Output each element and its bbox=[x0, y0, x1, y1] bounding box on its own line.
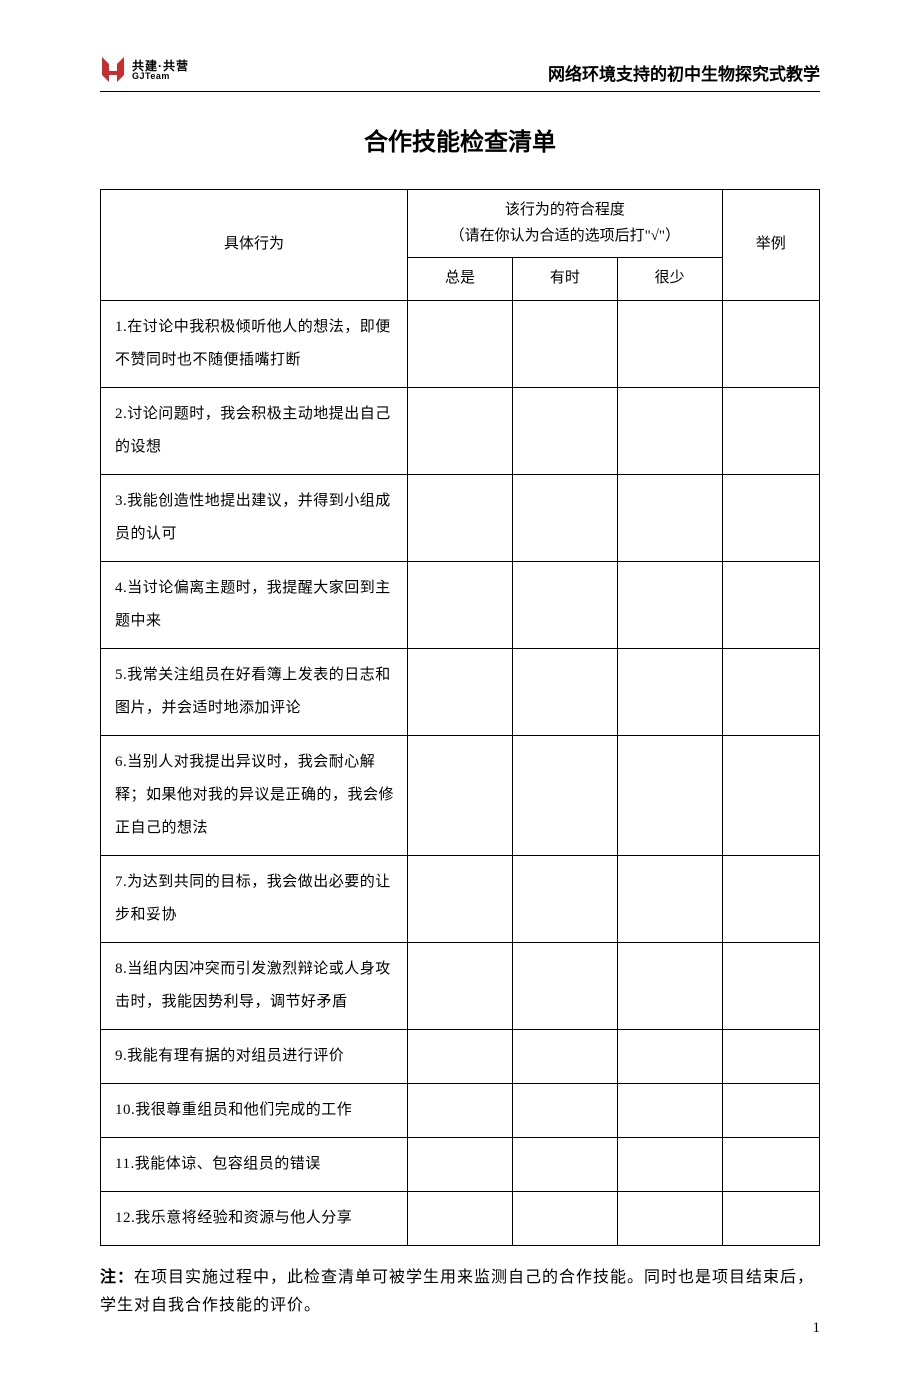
th-degree: 该行为的符合程度 （请在你认为合适的选项后打"√"） bbox=[408, 190, 723, 258]
cell-example[interactable] bbox=[722, 735, 819, 855]
table-row: 3.我能创造性地提出建议，并得到小组成员的认可 bbox=[101, 474, 820, 561]
cell-always[interactable] bbox=[408, 474, 513, 561]
cell-sometimes[interactable] bbox=[512, 387, 617, 474]
note-text: 在项目实施过程中，此检查清单可被学生用来监测自己的合作技能。同时也是项目结束后，… bbox=[100, 1269, 814, 1315]
cell-example[interactable] bbox=[722, 1083, 819, 1137]
cell-rarely[interactable] bbox=[617, 300, 722, 387]
table-row: 9.我能有理有据的对组员进行评价 bbox=[101, 1029, 820, 1083]
cell-behavior: 9.我能有理有据的对组员进行评价 bbox=[101, 1029, 408, 1083]
cell-rarely[interactable] bbox=[617, 561, 722, 648]
table-row: 1.在讨论中我积极倾听他人的想法，即便不赞同时也不随便插嘴打断 bbox=[101, 300, 820, 387]
cell-always[interactable] bbox=[408, 855, 513, 942]
table-row: 8.当组内因冲突而引发激烈辩论或人身攻击时，我能因势利导，调节好矛盾 bbox=[101, 942, 820, 1029]
cell-behavior: 3.我能创造性地提出建议，并得到小组成员的认可 bbox=[101, 474, 408, 561]
cell-behavior: 8.当组内因冲突而引发激烈辩论或人身攻击时，我能因势利导，调节好矛盾 bbox=[101, 942, 408, 1029]
note: 注：在项目实施过程中，此检查清单可被学生用来监测自己的合作技能。同时也是项目结束… bbox=[100, 1264, 820, 1322]
table-row: 10.我很尊重组员和他们完成的工作 bbox=[101, 1083, 820, 1137]
cell-rarely[interactable] bbox=[617, 942, 722, 1029]
cell-rarely[interactable] bbox=[617, 1029, 722, 1083]
cell-always[interactable] bbox=[408, 648, 513, 735]
page-number: 1 bbox=[813, 1320, 821, 1337]
logo-text: 共建·共营 GJTeam bbox=[132, 60, 189, 81]
cell-always[interactable] bbox=[408, 387, 513, 474]
table-row: 4.当讨论偏离主题时，我提醒大家回到主题中来 bbox=[101, 561, 820, 648]
cell-rarely[interactable] bbox=[617, 474, 722, 561]
cell-rarely[interactable] bbox=[617, 1137, 722, 1191]
cell-example[interactable] bbox=[722, 300, 819, 387]
cell-sometimes[interactable] bbox=[512, 855, 617, 942]
logo-text-bottom: GJTeam bbox=[132, 72, 189, 81]
table-body: 1.在讨论中我积极倾听他人的想法，即便不赞同时也不随便插嘴打断2.讨论问题时，我… bbox=[101, 300, 820, 1245]
cell-behavior: 1.在讨论中我积极倾听他人的想法，即便不赞同时也不随便插嘴打断 bbox=[101, 300, 408, 387]
cell-example[interactable] bbox=[722, 855, 819, 942]
cell-example[interactable] bbox=[722, 1029, 819, 1083]
cell-rarely[interactable] bbox=[617, 855, 722, 942]
cell-sometimes[interactable] bbox=[512, 942, 617, 1029]
cell-rarely[interactable] bbox=[617, 387, 722, 474]
cell-sometimes[interactable] bbox=[512, 648, 617, 735]
cell-example[interactable] bbox=[722, 942, 819, 1029]
cell-always[interactable] bbox=[408, 1029, 513, 1083]
cell-behavior: 5.我常关注组员在好看簿上发表的日志和图片，并会适时地添加评论 bbox=[101, 648, 408, 735]
cell-behavior: 11.我能体谅、包容组员的错误 bbox=[101, 1137, 408, 1191]
cell-sometimes[interactable] bbox=[512, 474, 617, 561]
note-label: 注： bbox=[100, 1269, 134, 1286]
logo-text-top: 共建·共营 bbox=[132, 60, 189, 72]
cell-sometimes[interactable] bbox=[512, 1137, 617, 1191]
cell-sometimes[interactable] bbox=[512, 1191, 617, 1245]
cell-behavior: 2.讨论问题时，我会积极主动地提出自己的设想 bbox=[101, 387, 408, 474]
th-example: 举例 bbox=[722, 190, 819, 301]
th-sometimes: 有时 bbox=[512, 258, 617, 301]
cell-always[interactable] bbox=[408, 300, 513, 387]
cell-sometimes[interactable] bbox=[512, 1083, 617, 1137]
cell-behavior: 7.为达到共同的目标，我会做出必要的让步和妥协 bbox=[101, 855, 408, 942]
document-title: 合作技能检查清单 bbox=[100, 122, 820, 157]
table-row: 11.我能体谅、包容组员的错误 bbox=[101, 1137, 820, 1191]
table-row: 6.当别人对我提出异议时，我会耐心解释；如果他对我的异议是正确的，我会修正自己的… bbox=[101, 735, 820, 855]
table-row: 7.为达到共同的目标，我会做出必要的让步和妥协 bbox=[101, 855, 820, 942]
checklist-table: 具体行为 该行为的符合程度 （请在你认为合适的选项后打"√"） 举例 总是 有时… bbox=[100, 189, 820, 1246]
th-behavior: 具体行为 bbox=[101, 190, 408, 301]
cell-always[interactable] bbox=[408, 1083, 513, 1137]
cell-behavior: 4.当讨论偏离主题时，我提醒大家回到主题中来 bbox=[101, 561, 408, 648]
th-always: 总是 bbox=[408, 258, 513, 301]
page: 共建·共营 GJTeam 网络环境支持的初中生物探究式教学 合作技能检查清单 具… bbox=[0, 0, 920, 1377]
th-degree-title: 该行为的符合程度 bbox=[505, 202, 625, 218]
table-row: 2.讨论问题时，我会积极主动地提出自己的设想 bbox=[101, 387, 820, 474]
cell-rarely[interactable] bbox=[617, 648, 722, 735]
header-right-title: 网络环境支持的初中生物探究式教学 bbox=[548, 60, 820, 85]
cell-behavior: 12.我乐意将经验和资源与他人分享 bbox=[101, 1191, 408, 1245]
cell-sometimes[interactable] bbox=[512, 1029, 617, 1083]
table-head: 具体行为 该行为的符合程度 （请在你认为合适的选项后打"√"） 举例 总是 有时… bbox=[101, 190, 820, 301]
table-header-row-1: 具体行为 该行为的符合程度 （请在你认为合适的选项后打"√"） 举例 bbox=[101, 190, 820, 258]
cell-always[interactable] bbox=[408, 735, 513, 855]
cell-sometimes[interactable] bbox=[512, 300, 617, 387]
cell-behavior: 10.我很尊重组员和他们完成的工作 bbox=[101, 1083, 408, 1137]
cell-sometimes[interactable] bbox=[512, 735, 617, 855]
cell-example[interactable] bbox=[722, 1137, 819, 1191]
cell-example[interactable] bbox=[722, 561, 819, 648]
th-degree-hint: （请在你认为合适的选项后打"√"） bbox=[450, 228, 680, 244]
cell-example[interactable] bbox=[722, 1191, 819, 1245]
cell-always[interactable] bbox=[408, 561, 513, 648]
cell-behavior: 6.当别人对我提出异议时，我会耐心解释；如果他对我的异议是正确的，我会修正自己的… bbox=[101, 735, 408, 855]
cell-rarely[interactable] bbox=[617, 735, 722, 855]
cell-always[interactable] bbox=[408, 1191, 513, 1245]
logo: 共建·共营 GJTeam bbox=[100, 55, 189, 85]
th-rarely: 很少 bbox=[617, 258, 722, 301]
cell-example[interactable] bbox=[722, 387, 819, 474]
table-row: 12.我乐意将经验和资源与他人分享 bbox=[101, 1191, 820, 1245]
cell-always[interactable] bbox=[408, 1137, 513, 1191]
cell-rarely[interactable] bbox=[617, 1083, 722, 1137]
cell-rarely[interactable] bbox=[617, 1191, 722, 1245]
table-row: 5.我常关注组员在好看簿上发表的日志和图片，并会适时地添加评论 bbox=[101, 648, 820, 735]
logo-icon bbox=[100, 55, 126, 85]
page-header: 共建·共营 GJTeam 网络环境支持的初中生物探究式教学 bbox=[100, 55, 820, 92]
cell-example[interactable] bbox=[722, 648, 819, 735]
cell-example[interactable] bbox=[722, 474, 819, 561]
cell-always[interactable] bbox=[408, 942, 513, 1029]
cell-sometimes[interactable] bbox=[512, 561, 617, 648]
